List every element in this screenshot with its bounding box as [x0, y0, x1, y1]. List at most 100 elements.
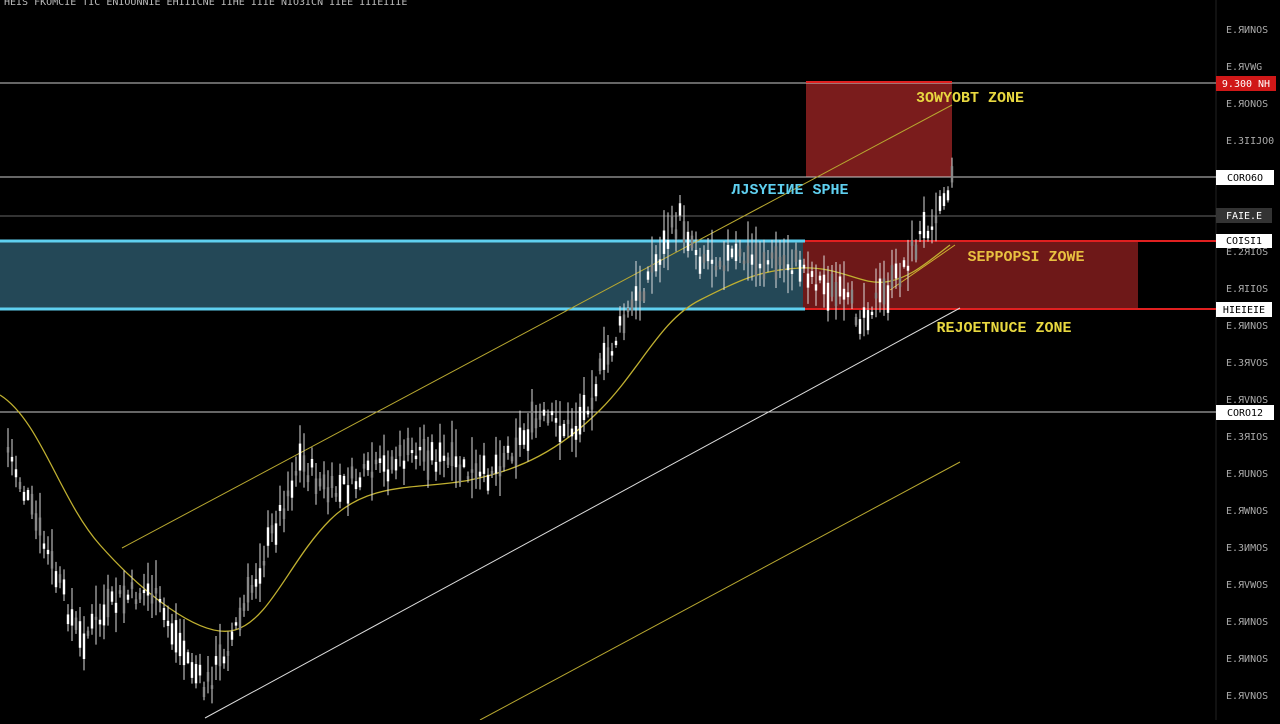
candle-body: [898, 276, 902, 287]
candle-body: [610, 351, 614, 356]
badge: [1216, 170, 1274, 185]
candle-body: [110, 591, 114, 602]
candle-body: [774, 246, 778, 280]
candle-body: [286, 490, 290, 497]
candle-body: [10, 456, 14, 462]
candle-body: [446, 457, 450, 465]
candle-body: [574, 425, 578, 440]
candle-body: [578, 406, 582, 435]
candle-body: [690, 235, 694, 248]
candle-body: [54, 571, 58, 588]
candle-body: [50, 551, 54, 569]
candle-body: [758, 263, 762, 269]
candle-body: [194, 664, 198, 684]
axis-label: E.ЯИNOS: [1226, 25, 1268, 36]
candle-body: [66, 614, 70, 625]
candle-body: [938, 196, 942, 211]
candle-body: [30, 493, 34, 515]
candle-body: [218, 644, 222, 667]
candle-body: [102, 604, 106, 626]
candle-body: [422, 438, 426, 462]
axis-label: E.ЯИNOS: [1226, 321, 1268, 332]
candle-body: [266, 527, 270, 546]
candle-body: [662, 230, 666, 254]
candle-body: [434, 461, 438, 472]
candle-body: [398, 444, 402, 457]
candle-body: [838, 276, 842, 297]
axis-label: E.ЯVWOS: [1226, 580, 1268, 591]
candle-body: [814, 284, 818, 291]
candle-body: [114, 602, 118, 613]
axis-label: E.ЯVWG: [1226, 62, 1262, 73]
zone-label: 3OWYOBT ZONE: [916, 90, 1024, 107]
candle-body: [406, 437, 410, 456]
candle-body: [714, 265, 718, 271]
axis-label: E.3ЯIOS: [1226, 432, 1268, 443]
candle-body: [498, 466, 502, 477]
candle-body: [298, 443, 302, 471]
candle-body: [222, 656, 226, 664]
candle-body: [726, 244, 730, 261]
candle-body: [794, 249, 798, 262]
candle-body: [710, 259, 714, 264]
candle-body: [830, 273, 834, 297]
candle-body: [162, 608, 166, 620]
candle-body: [902, 260, 906, 267]
candle-body: [654, 254, 658, 272]
badge-text: CORO6O: [1227, 173, 1263, 184]
candle-body: [58, 574, 62, 583]
upper-zone: [806, 82, 952, 177]
candle-body: [798, 259, 802, 282]
candle-body: [134, 599, 138, 604]
candle-body: [246, 576, 250, 603]
candle-body: [382, 455, 386, 472]
candle-body: [410, 450, 414, 454]
candle-body: [310, 458, 314, 468]
candle-body: [674, 229, 678, 239]
candle-body: [782, 255, 786, 271]
badge-text: HIEIEIE: [1223, 305, 1265, 316]
candle-body: [342, 475, 346, 485]
candle-body: [326, 487, 330, 503]
candle-body: [374, 459, 378, 465]
candle-body: [394, 459, 398, 471]
candle-body: [154, 587, 158, 594]
candle-body: [886, 285, 890, 313]
candle-body: [854, 316, 858, 325]
candle-body: [594, 384, 598, 397]
badge: [1216, 302, 1272, 317]
candle-body: [250, 585, 254, 593]
badge-text: FAIE.E: [1226, 211, 1262, 222]
candle-body: [542, 409, 546, 416]
candle-body: [874, 292, 878, 299]
candle-body: [950, 166, 954, 183]
candle-body: [390, 456, 394, 470]
candle-body: [86, 630, 90, 636]
axis-label: E.3IIJO0: [1226, 136, 1274, 147]
candle-body: [438, 442, 442, 462]
candle-body: [258, 568, 262, 584]
badge-text: 9.300 NH: [1222, 79, 1270, 90]
candle-body: [906, 265, 910, 271]
candle-body: [622, 314, 626, 334]
candle-body: [762, 252, 766, 280]
trend-line: [121, 104, 953, 549]
candle-body: [706, 249, 710, 262]
candle-body: [278, 504, 282, 511]
candle-body: [846, 292, 850, 298]
axis-label: E.ЯVNOS: [1226, 691, 1268, 702]
candle-body: [302, 455, 306, 472]
candle-body: [514, 437, 518, 467]
candle-body: [238, 607, 242, 631]
candle-body: [294, 471, 298, 476]
candle-body: [526, 429, 530, 451]
candle-body: [882, 278, 886, 305]
candle-body: [414, 455, 418, 460]
candle-body: [718, 260, 722, 268]
axis-label: E.ЯИNOS: [1226, 654, 1268, 665]
candle-body: [482, 455, 486, 474]
channel-zone: [0, 241, 805, 309]
candle-body: [334, 492, 338, 497]
candle-body: [650, 264, 654, 273]
candle-body: [358, 477, 362, 488]
